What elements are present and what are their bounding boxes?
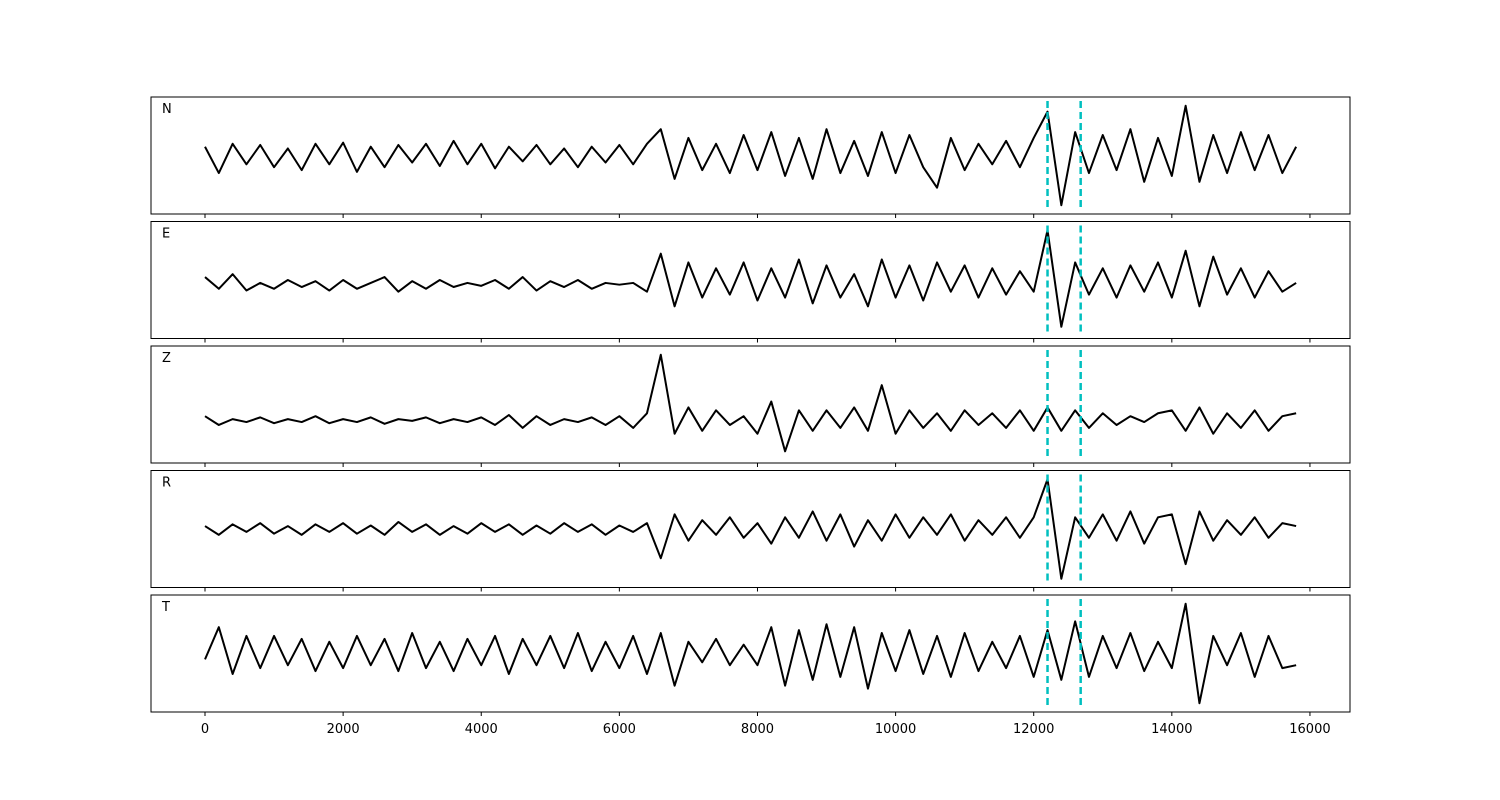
x-tick-label: 12000 xyxy=(1013,722,1054,737)
panel-frame xyxy=(150,96,1351,215)
trace-line xyxy=(204,104,1298,207)
trace-line xyxy=(204,353,1297,453)
x-tick-label: 4000 xyxy=(465,722,498,737)
x-tick-label: 0 xyxy=(201,722,209,737)
panel-frame xyxy=(150,470,1351,588)
panel-label: R xyxy=(162,476,171,491)
panel-label: T xyxy=(161,600,170,615)
panel-label: E xyxy=(162,227,170,242)
panel-label: Z xyxy=(162,351,171,366)
x-tick-label: 10000 xyxy=(875,722,916,737)
panel-frame xyxy=(150,345,1351,464)
x-tick-label: 2000 xyxy=(327,722,360,737)
x-tick-label: 8000 xyxy=(741,722,774,737)
panel-label: N xyxy=(162,102,172,117)
x-tick-label: 14000 xyxy=(1151,722,1192,737)
panel-frame xyxy=(150,221,1351,339)
x-tick-label: 6000 xyxy=(603,722,636,737)
trace-line xyxy=(204,602,1297,705)
trace-line xyxy=(204,229,1297,328)
x-tick-label: 16000 xyxy=(1289,722,1330,737)
trace-line xyxy=(204,478,1297,580)
panel-frame xyxy=(150,594,1351,713)
